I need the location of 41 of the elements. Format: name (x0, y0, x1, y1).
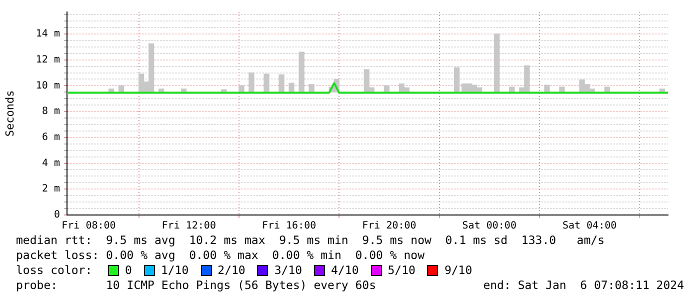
x-tick-label: Fri 08:00 (62, 220, 116, 232)
bar (454, 67, 460, 92)
text: probe: 10 ICMP Echo Pings (56 Bytes) every 60s (16, 278, 376, 293)
y-tick-label: 14 m (36, 28, 60, 40)
bar (248, 72, 254, 92)
text: 0 (125, 263, 132, 278)
bar (288, 82, 294, 92)
text: 2/10 (218, 263, 246, 278)
x-tick-label: Fri 16:00 (262, 220, 316, 232)
bar (509, 86, 515, 92)
bar (298, 52, 304, 92)
text: 1/10 (160, 263, 189, 278)
text: 9/10 (444, 263, 472, 278)
bar (494, 34, 500, 92)
bar (138, 74, 144, 92)
text: loss color: (16, 263, 94, 278)
bar (544, 84, 550, 92)
text: 4/10 (331, 263, 359, 278)
text: packet loss: 0.00 % avg 0.00 % max 0.00 % min 0.00 % now (16, 248, 426, 263)
bar (308, 84, 314, 92)
y-tick-label: 12 m (36, 54, 60, 66)
bar (559, 86, 565, 92)
x-tick-label: Fri 20:00 (362, 220, 416, 232)
bar (264, 74, 270, 92)
bar (238, 85, 244, 92)
y-tick-label: 10 m (36, 80, 60, 92)
y-axis-title: Seconds (3, 90, 16, 137)
x-tick-label: Sat 00:00 (462, 220, 516, 232)
x-tick-label: Fri 12:00 (162, 220, 216, 232)
bar (278, 74, 284, 92)
y-tick-label: 0 (54, 210, 60, 221)
y-tick-label: 8 m (42, 106, 60, 118)
y-tick-label: 2 m (42, 184, 60, 195)
text: 3/10 (274, 263, 302, 278)
x-tick-label: Sat 04:00 (562, 220, 617, 232)
y-tick-label: 6 m (42, 132, 60, 144)
text: end: Sat Jan 6 07:08:11 2024 (483, 278, 684, 293)
y-tick-label: 4 m (42, 158, 60, 169)
bar (604, 86, 610, 92)
text: 5/10 (388, 263, 416, 278)
text: median rtt: 9.5 ms avg 10.2 ms max 9.5 ms min 9.5 ms now 0.1 ms sd 133.0 am/s (16, 233, 606, 248)
